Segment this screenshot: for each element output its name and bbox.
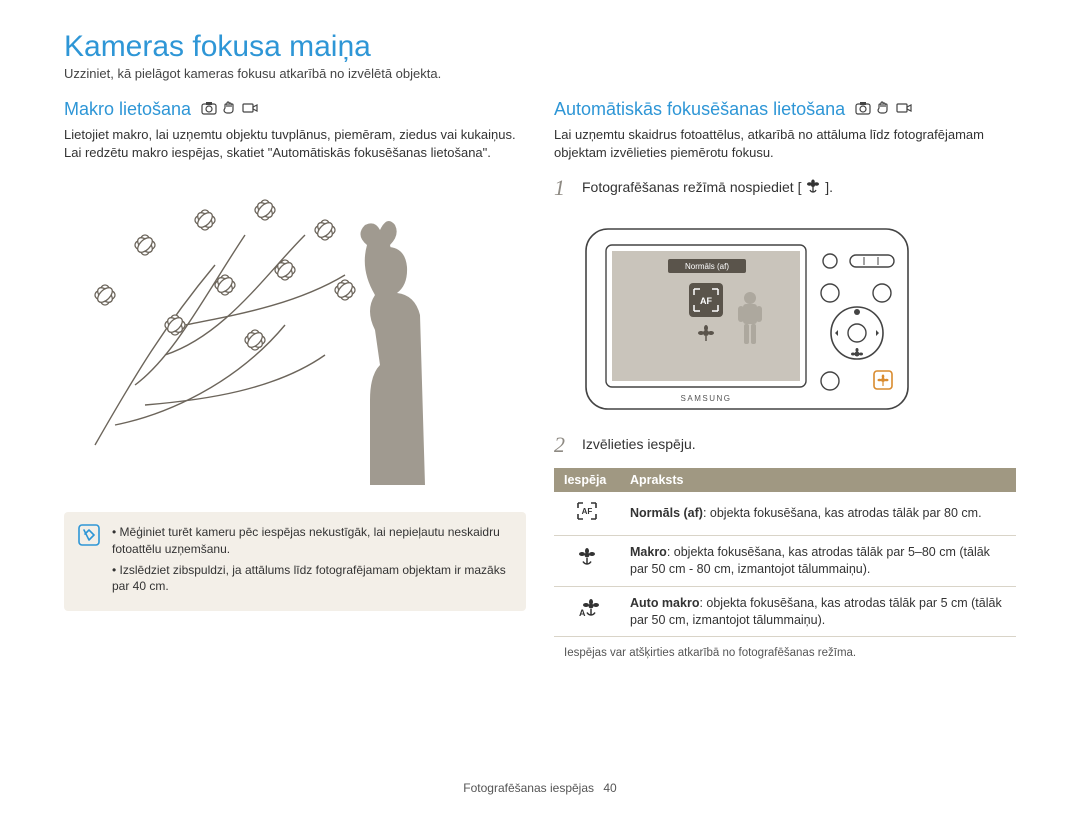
makro-illustration (64, 175, 526, 485)
svg-text:A: A (579, 608, 586, 618)
note-icon (78, 524, 100, 546)
autofocus-heading: Automātiskās fokusēšanas lietošana (554, 99, 845, 120)
video-icon (242, 101, 258, 115)
table-row: AF Normāls (af): objekta fokusēšana, kas… (554, 492, 1016, 535)
hand-icon (222, 101, 236, 115)
table-row: A Auto makro: objekta fokusēšana, kas at… (554, 586, 1016, 637)
right-column: Automātiskās fokusēšanas lietošana Lai u… (554, 99, 1016, 659)
tip-list: Mēģiniet turēt kameru pēc iespējas nekus… (112, 524, 512, 599)
option-icon-cell (554, 535, 620, 586)
camera-brand: SAMSUNG (681, 394, 732, 403)
table-row: Makro: objekta fokusēšana, kas atrodas t… (554, 535, 1016, 586)
page-subtitle: Uzziniet, kā pielāgot kameras fokusu atk… (64, 66, 1016, 81)
option-desc-cell: Makro: objekta fokusēšana, kas atrodas t… (620, 535, 1016, 586)
step1-end: ]. (825, 179, 833, 195)
left-column: Makro lietošana Lietojiet makro, lai uzņ… (64, 99, 526, 659)
options-footnote: Iespējas var atšķirties atkarībā no foto… (564, 647, 1016, 659)
page-title: Kameras fokusa maiņa (64, 30, 1016, 64)
option-desc-cell: Normāls (af): objekta fokusēšana, kas at… (620, 492, 1016, 535)
table-header: Iespēja Apraksts (554, 468, 1016, 492)
option-desc-cell: Auto makro: objekta fokusēšana, kas atro… (620, 586, 1016, 637)
option-icon-cell: AF (554, 492, 620, 535)
auto-flower-icon: A (575, 599, 599, 619)
video-icon (896, 101, 912, 115)
step-text: Fotografēšanas režīmā nospiediet [ ]. (582, 175, 833, 201)
mode-icons-left (201, 101, 260, 118)
step-2: 2 Izvēlieties iespēju. (554, 432, 1016, 458)
makro-heading: Makro lietošana (64, 99, 191, 120)
options-table: Iespēja Apraksts AF Normāls (af): objekt… (554, 468, 1016, 637)
camera-diagram: Normāls (af) AF SAMSUNG (582, 215, 912, 415)
col-description: Apraksts (620, 468, 1016, 492)
camera-icon (855, 101, 871, 115)
page-footer: Fotografēšanas iespējas 40 (0, 781, 1080, 795)
autofocus-intro: Lai uzņemtu skaidrus fotoattēlus, atkarī… (554, 126, 1016, 161)
step1-text: Fotografēšanas režīmā nospiediet [ (582, 179, 801, 195)
col-option: Iespēja (554, 468, 620, 492)
tip-item: Mēģiniet turēt kameru pēc iespējas nekus… (112, 524, 512, 558)
af-icon: AF (576, 500, 598, 522)
step-number: 2 (554, 432, 572, 458)
step-text: Izvēlieties iespēju. (582, 432, 696, 458)
option-icon-cell: A (554, 586, 620, 637)
step-number: 1 (554, 175, 572, 201)
makro-intro: Lietojiet makro, lai uzņemtu objektu tuv… (64, 126, 526, 161)
page-number: 40 (603, 781, 616, 795)
step-1: 1 Fotografēšanas režīmā nospiediet [ ]. (554, 175, 1016, 201)
svg-text:AF: AF (700, 296, 712, 306)
tip-box: Mēģiniet turēt kameru pēc iespējas nekus… (64, 512, 526, 611)
flower-icon (805, 179, 821, 195)
hand-icon (876, 101, 890, 115)
footer-label: Fotografēšanas iespējas (463, 781, 594, 795)
svg-text:AF: AF (582, 507, 593, 516)
mode-icons-right (855, 101, 914, 118)
flower-icon (577, 548, 597, 568)
camera-screen-label: Normāls (af) (685, 262, 729, 271)
tip-item: Izslēdziet zibspuldzi, ja attālums līdz … (112, 562, 512, 596)
camera-icon (201, 101, 217, 115)
